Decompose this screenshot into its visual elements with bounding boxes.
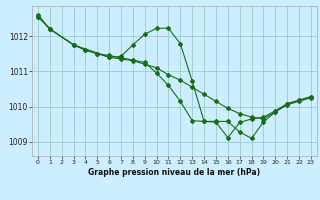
X-axis label: Graphe pression niveau de la mer (hPa): Graphe pression niveau de la mer (hPa) [88, 168, 260, 177]
